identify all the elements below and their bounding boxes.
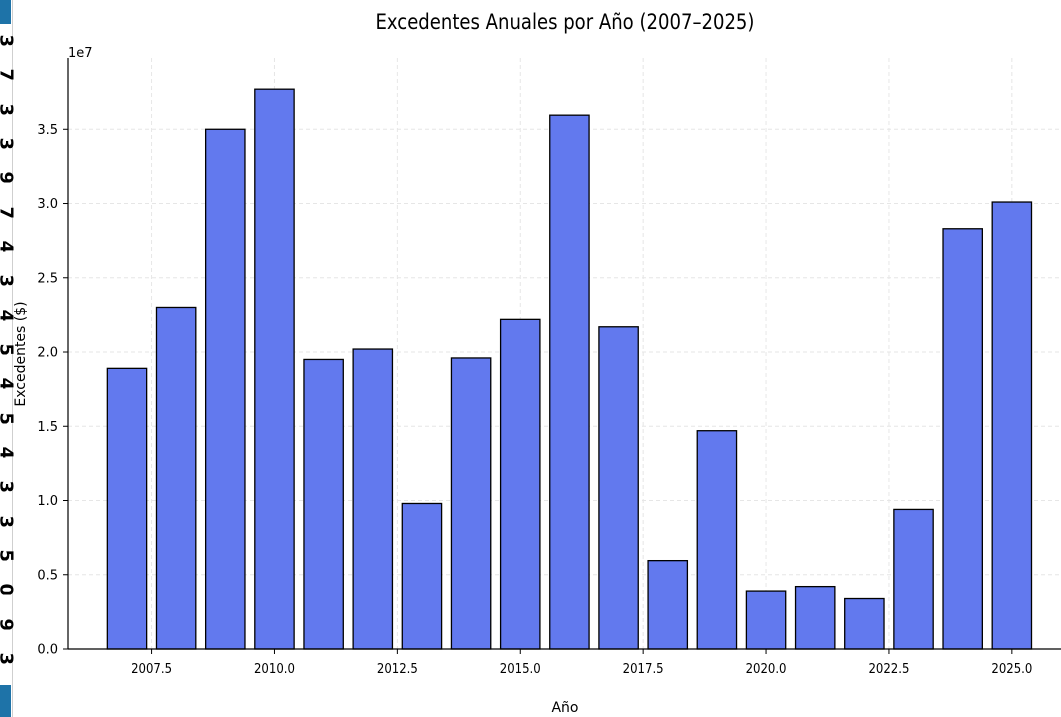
bar-2010 — [254, 88, 295, 650]
x-tick-label: 2017.5 — [623, 661, 664, 676]
x-tick-label: 2010.0 — [254, 661, 295, 676]
x-tick-label: 2022.5 — [868, 661, 909, 676]
y-tick-label: 1.0 — [37, 494, 58, 509]
bar-2014 — [450, 357, 492, 650]
x-ticks: 2007.5 2010.0 2012.5 2015.0 2017.5 2020.0 2022… — [131, 649, 1032, 676]
y-tick-label: 2.0 — [37, 346, 58, 361]
y-tick-label: 3.0 — [37, 197, 58, 212]
bar-2019 — [696, 430, 738, 650]
y-offset-label: 1e7 — [68, 46, 93, 61]
bar-2017 — [598, 326, 639, 650]
y-tick-label: 2.5 — [37, 271, 58, 286]
bar-2016 — [549, 114, 590, 650]
bar-2011 — [303, 358, 344, 650]
strip-accent-bottom — [0, 685, 11, 717]
strip-accent-top — [0, 0, 11, 24]
y-tick-label: 0.0 — [37, 643, 58, 658]
y-ticks: 0.0 0.5 1.0 1.5 2.0 2.5 3.0 3.5 — [37, 123, 68, 658]
bars — [106, 88, 1033, 650]
x-axis-label: Año — [551, 700, 578, 716]
y-axis-label: Excedentes ($) — [13, 301, 29, 406]
bar-2023 — [893, 508, 934, 650]
x-tick-label: 2007.5 — [131, 661, 172, 676]
bar-2020 — [745, 590, 787, 650]
chart-title: Excedentes Anuales por Año (2007–2025) — [376, 10, 755, 35]
left-edge-strip: 3733974345454335093 — [0, 0, 15, 717]
x-tick-label: 2015.0 — [500, 661, 541, 676]
bar-2025 — [991, 201, 1033, 650]
x-tick-label: 2012.5 — [377, 661, 418, 676]
bar-2012 — [352, 348, 394, 650]
bar-2018 — [647, 559, 689, 650]
bar-2008 — [155, 306, 197, 650]
bar-2015 — [499, 318, 541, 650]
bar-2024 — [942, 228, 983, 650]
x-tick-label: 2025.0 — [991, 661, 1032, 676]
bar-2022 — [844, 597, 885, 650]
axes — [67, 58, 1061, 650]
y-tick-label: 1.5 — [37, 420, 58, 435]
bar-2013 — [401, 502, 443, 650]
y-tick-label: 0.5 — [37, 568, 58, 583]
y-tick-label: 3.5 — [37, 123, 58, 138]
bar-2009 — [204, 128, 246, 650]
x-tick-label: 2020.0 — [746, 661, 787, 676]
bar-2021 — [794, 585, 836, 650]
bar-2007 — [106, 367, 148, 650]
